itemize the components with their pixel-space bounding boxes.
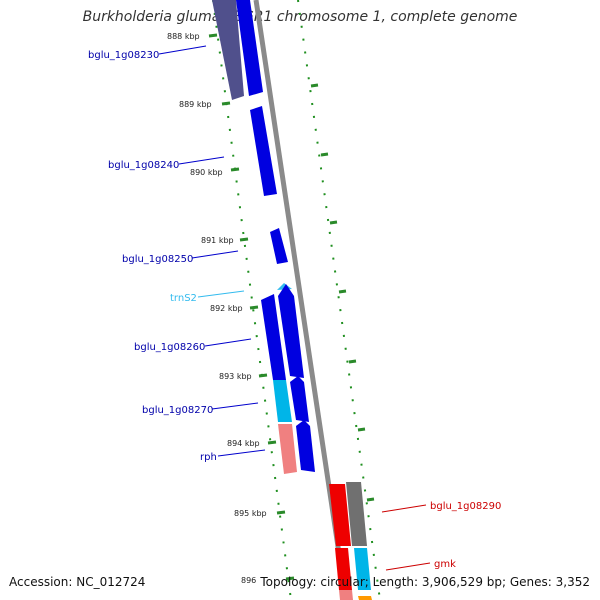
gene-next-orange[interactable] (358, 596, 372, 600)
gene-gmk[interactable] (335, 548, 352, 590)
map-title: Burkholderia glumae BGR1 chromosome 1, c… (82, 9, 518, 25)
kbp-label-889: 889 kbp (179, 100, 212, 109)
gene-rph-left[interactable] (278, 424, 297, 474)
callout-lines (158, 45, 431, 571)
gene-bglu-1g08250[interactable] (270, 228, 288, 264)
gene-label-bglu-1g08250[interactable]: bglu_1g08250 (122, 254, 193, 265)
gene-bglu-1g08240[interactable] (250, 106, 277, 196)
accession-label: Accession: NC_012724 (9, 575, 146, 589)
kbp-label-891: 891 kbp (201, 236, 234, 245)
gene-next-pink[interactable] (339, 590, 353, 600)
gene-bglu-1g08230-forward[interactable] (236, 0, 263, 96)
gene-bglu-1g08270-left[interactable] (273, 380, 292, 422)
summary-label: Topology: circular; Length: 3,906,529 bp… (260, 575, 590, 589)
kbp-label-894: 894 kbp (227, 439, 260, 448)
gene-bglu-1g08260-left[interactable] (261, 294, 286, 380)
gene-bglu-1g08290[interactable] (329, 484, 351, 546)
gene-label-bglu-1g08270[interactable]: bglu_1g08270 (142, 405, 213, 416)
gene-bglu-1g08230-reverse[interactable] (212, 0, 244, 100)
gene-label-rph[interactable]: rph (200, 452, 217, 463)
tick-marks-left (208, 33, 295, 581)
kbp-label-896: 896 (241, 576, 256, 585)
gene-bglu-1g08260-right[interactable] (278, 284, 304, 378)
gene-rph-right[interactable] (296, 420, 315, 472)
gene-label-bglu-1g08230[interactable]: bglu_1g08230 (88, 50, 159, 61)
gene-label-bglu-1g08260[interactable]: bglu_1g08260 (134, 342, 205, 353)
gene-gmk-cyan[interactable] (354, 548, 371, 590)
kbp-label-895: 895 kbp (234, 509, 267, 518)
kbp-label-888: 888 kbp (167, 32, 200, 41)
gene-bglu-1g08270-right[interactable] (290, 376, 309, 422)
gene-label-bglu-1g08290[interactable]: bglu_1g08290 (430, 501, 501, 512)
gene-label-trnS2[interactable]: trnS2 (170, 293, 197, 304)
kbp-label-890: 890 kbp (190, 168, 223, 177)
tick-marks-right (310, 83, 375, 502)
gene-bglu-1g08290-gray[interactable] (346, 482, 367, 546)
gene-label-gmk[interactable]: gmk (434, 559, 456, 570)
gene-label-bglu-1g08240[interactable]: bglu_1g08240 (108, 160, 179, 171)
kbp-label-892: 892 kbp (210, 304, 243, 313)
kbp-label-893: 893 kbp (219, 372, 252, 381)
